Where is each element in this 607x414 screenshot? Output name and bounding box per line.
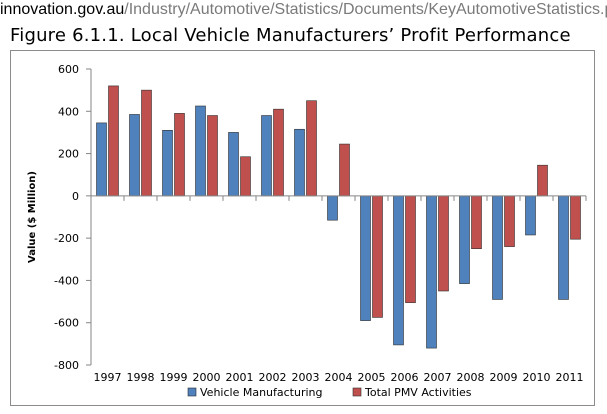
bar-vehicle-manufacturing-2006 — [393, 195, 404, 346]
x-tick-label: 2006 — [391, 371, 419, 384]
source-url-domain: innovation.gov.au — [0, 1, 125, 18]
bar-total-pmv-activities-2008 — [471, 195, 482, 250]
bar-vehicle-manufacturing-2010 — [525, 195, 536, 236]
y-tick-label: 400 — [58, 105, 79, 118]
bar-vehicle-manufacturing-2001 — [228, 132, 239, 197]
x-tick-label: 2009 — [490, 371, 518, 384]
bar-vehicle-manufacturing-2005 — [360, 195, 371, 321]
bar-vehicle-manufacturing-1998 — [129, 114, 140, 197]
x-tick-label: 1999 — [160, 371, 188, 384]
bar-vehicle-manufacturing-2008 — [459, 195, 470, 284]
bar-chart: Value ($ Million) 6004002000-200-400-600… — [27, 63, 587, 399]
x-tick-label: 1998 — [127, 371, 155, 384]
y-axis-title: Value ($ Million) — [27, 171, 38, 263]
legend-swatch — [352, 387, 362, 397]
x-tick-label: 2005 — [358, 371, 386, 384]
bar-total-pmv-activities-2005 — [372, 195, 383, 318]
x-tick-label: 2007 — [424, 371, 452, 384]
bar-total-pmv-activities-2011 — [570, 195, 581, 240]
bar-total-pmv-activities-2001 — [240, 156, 251, 197]
bar-vehicle-manufacturing-1997 — [96, 122, 107, 197]
legend: Vehicle Manufacturing Total PMV Activitie… — [187, 386, 472, 399]
bar-vehicle-manufacturing-2004 — [327, 195, 338, 221]
y-tick-label: -400 — [54, 274, 79, 287]
legend-swatch — [187, 387, 197, 397]
figure-title: Figure 6.1.1. Local Vehicle Manufacturer… — [10, 25, 571, 46]
x-tick-label: 2002 — [259, 371, 287, 384]
bar-vehicle-manufacturing-2009 — [492, 195, 503, 300]
bar-total-pmv-activities-1999 — [174, 113, 185, 197]
bar-total-pmv-activities-2006 — [405, 195, 416, 303]
source-url: innovation.gov.au/Industry/Automotive/St… — [0, 0, 607, 20]
bar-total-pmv-activities-2007 — [438, 195, 449, 292]
bar-vehicle-manufacturing-2011 — [558, 195, 569, 300]
x-tick-label: 2004 — [325, 371, 353, 384]
x-tick-label: 2001 — [226, 371, 254, 384]
x-tick-label: 2010 — [523, 371, 551, 384]
x-tick-label: 2011 — [556, 371, 584, 384]
legend-label: Total PMV Activities — [364, 386, 472, 399]
bar-total-pmv-activities-1997 — [108, 85, 119, 197]
y-tick-label: -600 — [54, 317, 79, 330]
bar-total-pmv-activities-2010 — [537, 164, 548, 197]
y-tick-label: 200 — [58, 148, 79, 161]
legend-label: Vehicle Manufacturing — [200, 386, 323, 399]
source-url-path: /Industry/Automotive/Statistics/Document… — [124, 1, 607, 18]
bars — [96, 85, 581, 349]
bar-total-pmv-activities-2003 — [306, 100, 317, 197]
y-tick-label: 600 — [58, 63, 79, 76]
x-tick-label: 2000 — [193, 371, 221, 384]
x-tick-label: 2008 — [457, 371, 485, 384]
bar-vehicle-manufacturing-2003 — [294, 128, 305, 197]
bar-vehicle-manufacturing-2007 — [426, 195, 437, 349]
bar-total-pmv-activities-2009 — [504, 195, 515, 247]
bar-vehicle-manufacturing-2002 — [261, 115, 272, 197]
y-tick-label: 0 — [72, 190, 79, 203]
bar-total-pmv-activities-2002 — [273, 108, 284, 197]
y-tick-label: -800 — [54, 359, 79, 372]
bar-total-pmv-activities-2000 — [207, 115, 218, 197]
bar-vehicle-manufacturing-1999 — [162, 130, 173, 197]
x-tick-label: 1997 — [94, 371, 122, 384]
x-tick-label: 2003 — [292, 371, 320, 384]
y-tick-label: -200 — [54, 232, 79, 245]
bar-vehicle-manufacturing-2000 — [195, 105, 206, 197]
bar-total-pmv-activities-2004 — [339, 143, 350, 197]
bar-total-pmv-activities-1998 — [141, 89, 152, 197]
chart-frame: Value ($ Million) 600 400 200 0 -200 -400 -600… — [10, 50, 595, 406]
y-axis-title-group: Value ($ Million) — [27, 171, 38, 263]
